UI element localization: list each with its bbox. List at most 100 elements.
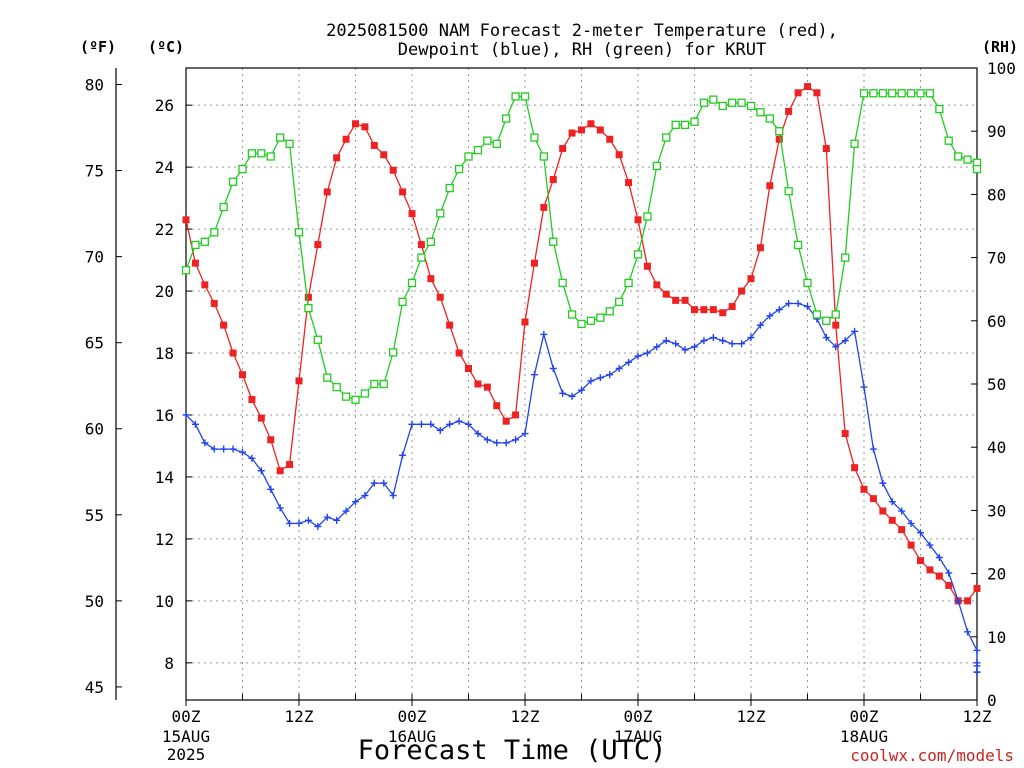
temperature-point [719, 309, 727, 317]
x-axis-title: Forecast Time (UTC) [358, 735, 667, 766]
rh-point [228, 177, 238, 186]
dewpoint-point [380, 479, 388, 487]
temperature-point [756, 244, 764, 252]
rh-tick-label: 90 [987, 122, 1006, 141]
temperature-point [935, 572, 943, 580]
rh-point [332, 383, 341, 392]
fahrenheit-unit-label: (ºF) [80, 38, 116, 56]
rh-line [185, 92, 978, 401]
temperature-point [286, 461, 294, 469]
dewpoint-point [775, 306, 783, 314]
fahrenheit-tick-label: 65 [85, 334, 104, 353]
dewpoint-point [304, 516, 312, 524]
rh-point [398, 297, 407, 306]
temperature-point [879, 507, 887, 515]
temperature-point [888, 516, 896, 524]
x-date-label: 18AUG [840, 727, 888, 746]
rh-point [351, 395, 360, 404]
rh-point [916, 89, 925, 98]
rh-point [181, 266, 191, 275]
temperature-point [549, 176, 557, 184]
rh-point [473, 146, 483, 155]
temperature-point [389, 166, 397, 174]
temperature-point [662, 290, 670, 298]
rh-point [586, 316, 596, 325]
rh-point [210, 228, 219, 237]
temperature-point [700, 306, 708, 314]
temperature-point [323, 188, 331, 196]
dewpoint-point [276, 504, 284, 512]
dewpoint-point [691, 343, 698, 351]
rh-point [624, 278, 633, 288]
dewpoint-point [295, 519, 303, 527]
rh-point [888, 89, 897, 98]
rh-point [502, 114, 511, 123]
chart-title-line-1: 2025081500 NAM Forecast 2-meter Temperat… [326, 21, 838, 41]
temperature-point [474, 380, 482, 388]
dewpoint-point [756, 321, 764, 329]
temperature-point [775, 135, 783, 143]
series-temperature [182, 83, 981, 605]
dewpoint-point [634, 352, 642, 360]
grid-lines [186, 68, 977, 700]
temperature-point [785, 107, 793, 115]
celsius-tick-label: 14 [155, 468, 174, 487]
temperature-point [568, 129, 576, 137]
rh-point [737, 98, 746, 107]
dewpoint-point [851, 327, 859, 335]
dewpoint-point [257, 467, 265, 475]
rh-tick-label: 0 [987, 691, 997, 710]
dewpoint-point [653, 343, 661, 351]
rh-point [257, 149, 266, 158]
rh-point [304, 304, 313, 313]
dewpoint-point [869, 445, 877, 453]
celsius-tick-label: 18 [155, 344, 174, 363]
dewpoint-point [662, 337, 670, 345]
rh-point [219, 202, 228, 212]
rh-point [746, 101, 756, 111]
dewpoint-point [323, 513, 331, 521]
fahrenheit-tick-label: 60 [85, 420, 104, 439]
dewpoint-point [361, 492, 369, 500]
chart-title-line-2: Dewpoint (blue), RH (green) for KRUT [398, 40, 766, 60]
dewpoint-point [822, 334, 830, 342]
x-tick-label: 12Z [737, 707, 766, 726]
rh-tick-label: 20 [987, 565, 1006, 584]
watermark: coolwx.com/models [850, 746, 1014, 765]
dewpoint-point [182, 411, 190, 419]
rh-point [643, 212, 652, 221]
rh-point [765, 114, 774, 123]
rh-point [925, 89, 935, 98]
dewpoint-point [888, 498, 896, 506]
rh-point [483, 136, 492, 145]
fahrenheit-tick-label: 45 [85, 678, 104, 697]
temperature-point [427, 275, 435, 283]
dewpoint-point [521, 430, 529, 438]
dewpoint-point [342, 507, 350, 515]
fahrenheit-tick-label: 55 [85, 506, 104, 525]
rh-point [972, 164, 982, 174]
rh-point [341, 392, 351, 401]
rh-tick-label: 10 [987, 628, 1006, 647]
temperature-point [333, 154, 341, 162]
x-date-label: 2025 [167, 745, 206, 764]
rh-point [549, 237, 558, 246]
dewpoint-point [578, 386, 585, 394]
rh-point [360, 389, 370, 398]
dewpoint-line [185, 302, 978, 673]
temperature-point [869, 495, 877, 503]
temperature-point [361, 123, 369, 131]
dewpoint-point [267, 485, 275, 493]
temperature-point [512, 411, 520, 419]
dewpoint-point [248, 454, 256, 462]
temperature-point [530, 259, 538, 267]
rh-point [662, 133, 671, 142]
dewpoint-point [314, 523, 322, 531]
rh-point [520, 92, 530, 101]
dewpoint-point [964, 628, 972, 636]
rh-point [652, 161, 661, 171]
temperature-point [399, 188, 407, 196]
rh-point [407, 278, 417, 288]
temperature-point [220, 321, 228, 329]
dewpoint-point [417, 420, 425, 428]
